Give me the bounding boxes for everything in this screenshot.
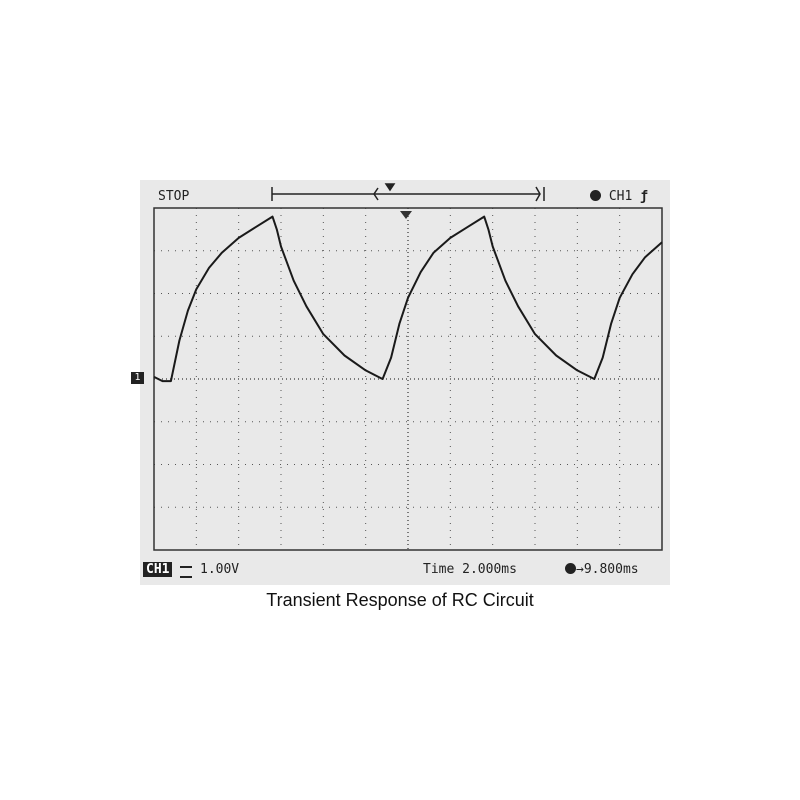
trigger-source-label: CH1: [608, 189, 633, 204]
trigger-position-value: 9.800ms: [583, 562, 639, 577]
graticule: [154, 208, 662, 550]
dc-coupling-icon: [180, 566, 192, 578]
trigger-icon: [565, 563, 576, 574]
trigger-icon: [590, 190, 601, 201]
rising-edge-icon: ƒ: [640, 189, 648, 204]
volts-per-div: 1.00V: [200, 562, 240, 577]
series-line-ch1: [153, 215, 663, 383]
figure-caption: Transient Response of RC Circuit: [266, 590, 534, 610]
channel-ground-marker: 1: [131, 372, 144, 384]
trigger-arrow-icon: [400, 211, 412, 219]
trigger-source: CH1 ƒ: [590, 189, 648, 204]
plot-frame: [153, 207, 663, 551]
trigger-position-bar: [271, 183, 545, 202]
run-state-label: STOP: [158, 189, 190, 204]
channel-label: CH1: [143, 562, 173, 577]
trigger-position: →9.800ms: [565, 562, 639, 577]
time-base: Time 2.000ms: [423, 562, 517, 577]
right-arrow-icon: →: [576, 562, 584, 577]
